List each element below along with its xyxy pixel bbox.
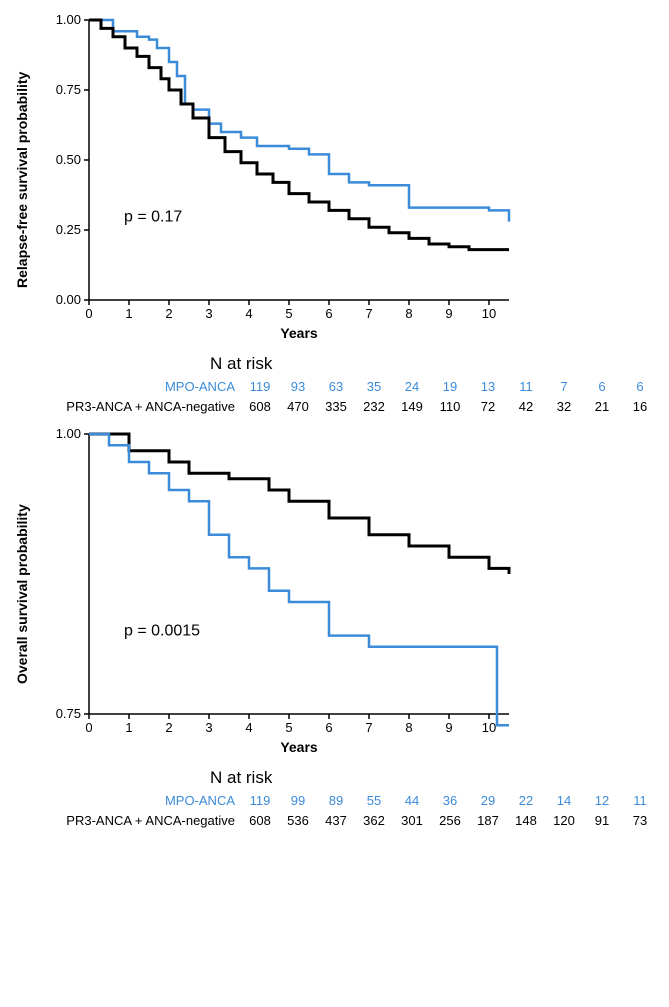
- y-tick-label: 0.25: [56, 222, 81, 237]
- y-tick-label: 1.00: [56, 426, 81, 441]
- risk-row: MPO-ANCA11993633524191311766: [40, 376, 659, 396]
- risk-cell: 12: [583, 793, 621, 808]
- y-tick-label: 0.50: [56, 152, 81, 167]
- risk-cell: 256: [431, 813, 469, 828]
- risk-cell: 301: [393, 813, 431, 828]
- y-tick-label: 0.75: [56, 82, 81, 97]
- x-tick-label: 5: [285, 720, 292, 735]
- risk-table: N at riskMPO-ANCA11993633524191311766PR3…: [40, 354, 659, 416]
- x-tick-label: 8: [405, 720, 412, 735]
- risk-cell: 608: [241, 813, 279, 828]
- risk-cell: 13: [469, 379, 507, 394]
- x-tick-label: 7: [365, 720, 372, 735]
- y-tick-label: 0.00: [56, 292, 81, 307]
- x-axis-label: Years: [280, 325, 318, 341]
- x-tick-label: 10: [482, 720, 496, 735]
- p-value-text: p = 0.17: [124, 209, 182, 226]
- risk-cell: 42: [507, 399, 545, 414]
- x-tick-label: 9: [445, 306, 452, 321]
- risk-cell: 6: [621, 379, 659, 394]
- x-tick-label: 0: [85, 306, 92, 321]
- x-tick-label: 9: [445, 720, 452, 735]
- risk-cell: 44: [393, 793, 431, 808]
- risk-cell: 437: [317, 813, 355, 828]
- x-tick-label: 6: [325, 306, 332, 321]
- risk-cell: 72: [469, 399, 507, 414]
- x-tick-label: 2: [165, 720, 172, 735]
- risk-row: PR3-ANCA + ANCA-negative6085364373623012…: [40, 810, 659, 830]
- risk-cell: 119: [241, 379, 279, 394]
- x-tick-label: 4: [245, 306, 252, 321]
- risk-cell: 19: [431, 379, 469, 394]
- risk-cell: 149: [393, 399, 431, 414]
- risk-cell: 470: [279, 399, 317, 414]
- risk-cell: 187: [469, 813, 507, 828]
- risk-cell: 362: [355, 813, 393, 828]
- risk-cell: 35: [355, 379, 393, 394]
- risk-table: N at riskMPO-ANCA11999895544362922141211…: [40, 768, 659, 830]
- x-tick-label: 2: [165, 306, 172, 321]
- y-axis-label: Relapse-free survival probability: [10, 10, 34, 350]
- x-axis-label: Years: [280, 739, 318, 755]
- series-line: [89, 434, 509, 725]
- risk-cell: 120: [545, 813, 583, 828]
- km-chart: 0.00 0.25 0.50 0.75 1.00 0 1 2 3 4 5 6 7 8 9 10 Years p =…: [34, 10, 554, 350]
- risk-cell: 73: [621, 813, 659, 828]
- risk-cell: 24: [393, 379, 431, 394]
- risk-cell: 119: [241, 793, 279, 808]
- series-line: [89, 20, 509, 222]
- series-line: [89, 434, 509, 574]
- risk-cell: 6: [583, 379, 621, 394]
- risk-cell: 608: [241, 399, 279, 414]
- risk-cell: 11: [507, 379, 545, 394]
- risk-cell: 7: [545, 379, 583, 394]
- survival-panel: Relapse-free survival probability 0.00 0.2…: [10, 10, 659, 416]
- risk-row-label: PR3-ANCA + ANCA-negative: [40, 399, 241, 414]
- risk-row-label: MPO-ANCA: [40, 793, 241, 808]
- p-value-text: p = 0.0015: [124, 623, 200, 640]
- risk-table-title: N at risk: [210, 354, 659, 374]
- x-tick-label: 3: [205, 720, 212, 735]
- risk-cell: 91: [583, 813, 621, 828]
- y-axis-label: Overall survival probability: [10, 424, 34, 764]
- risk-row: MPO-ANCA11999895544362922141211: [40, 790, 659, 810]
- km-chart: 0.75 1.00 0 1 2 3 4 5 6 7 8 9 10 Years p = 0.0015: [34, 424, 554, 764]
- risk-table-title: N at risk: [210, 768, 659, 788]
- x-tick-label: 5: [285, 306, 292, 321]
- x-tick-label: 10: [482, 306, 496, 321]
- x-tick-label: 4: [245, 720, 252, 735]
- y-tick-label: 1.00: [56, 12, 81, 27]
- risk-cell: 11: [621, 793, 659, 808]
- risk-cell: 93: [279, 379, 317, 394]
- x-tick-label: 1: [125, 720, 132, 735]
- risk-cell: 110: [431, 399, 469, 414]
- risk-cell: 14: [545, 793, 583, 808]
- risk-cell: 55: [355, 793, 393, 808]
- risk-cell: 335: [317, 399, 355, 414]
- y-tick-label: 0.75: [56, 706, 81, 721]
- risk-cell: 32: [545, 399, 583, 414]
- risk-cell: 99: [279, 793, 317, 808]
- risk-cell: 36: [431, 793, 469, 808]
- risk-cell: 536: [279, 813, 317, 828]
- x-tick-label: 0: [85, 720, 92, 735]
- risk-cell: 232: [355, 399, 393, 414]
- risk-cell: 16: [621, 399, 659, 414]
- risk-row-label: MPO-ANCA: [40, 379, 241, 394]
- risk-cell: 148: [507, 813, 545, 828]
- risk-cell: 22: [507, 793, 545, 808]
- risk-cell: 63: [317, 379, 355, 394]
- x-tick-label: 1: [125, 306, 132, 321]
- x-tick-label: 6: [325, 720, 332, 735]
- risk-row: PR3-ANCA + ANCA-negative6084703352321491…: [40, 396, 659, 416]
- x-tick-label: 8: [405, 306, 412, 321]
- risk-row-label: PR3-ANCA + ANCA-negative: [40, 813, 241, 828]
- x-tick-label: 7: [365, 306, 372, 321]
- risk-cell: 21: [583, 399, 621, 414]
- x-tick-label: 3: [205, 306, 212, 321]
- risk-cell: 29: [469, 793, 507, 808]
- risk-cell: 89: [317, 793, 355, 808]
- survival-panel: Overall survival probability0.751.000123…: [10, 424, 659, 830]
